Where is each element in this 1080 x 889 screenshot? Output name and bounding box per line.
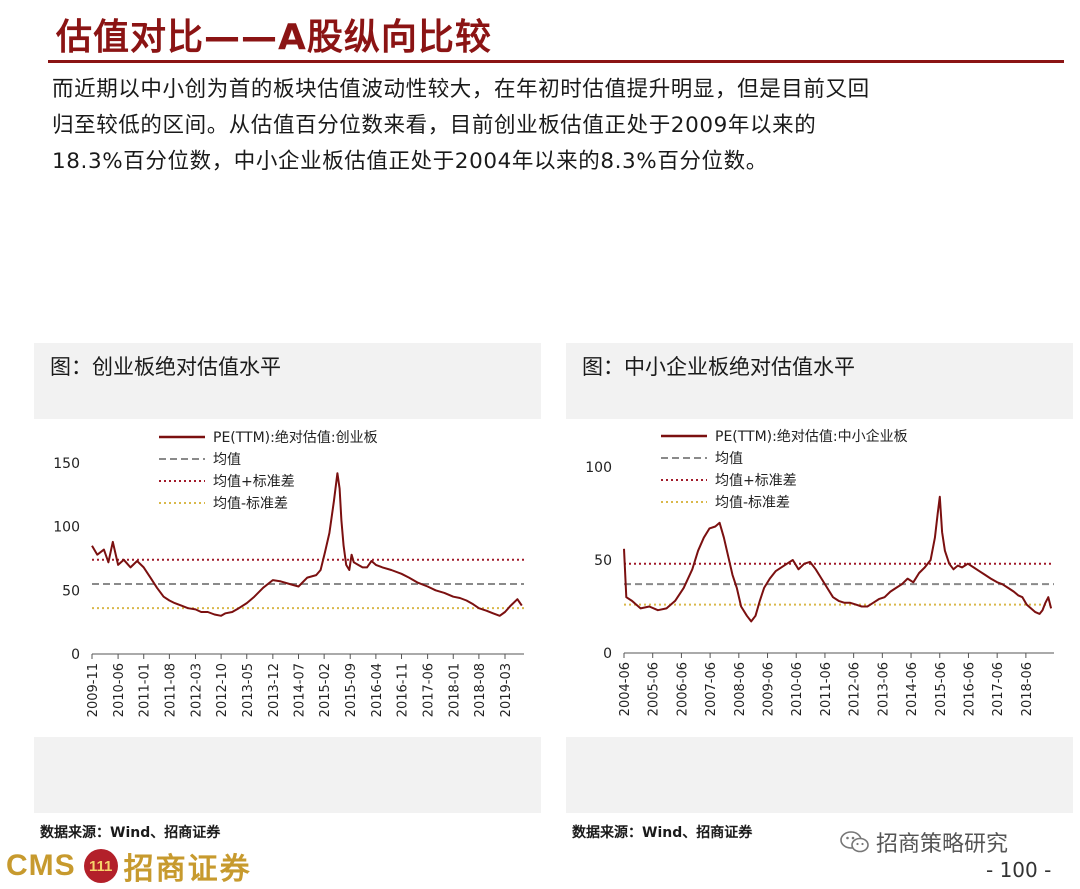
y-tick-label: 0 <box>71 647 80 663</box>
legend-label-3: 均值-标准差 <box>715 495 790 511</box>
left-chart-area: PE(TTM):绝对估值:创业板 均值均值+标准差 均值-标准差 0 50 100 150 2… <box>34 419 541 737</box>
x-tick-label: 2015-06 <box>934 662 949 716</box>
x-tick-label: 2015-02 <box>318 663 333 717</box>
legend-label-0: PE(TTM):绝对估值:创业板 <box>213 430 378 446</box>
x-tick-label: 2011-06 <box>819 662 834 716</box>
x-tick-label: 2017-06 <box>991 662 1006 716</box>
wechat-account: 招商策略研究 <box>840 826 1008 858</box>
x-tick-label: 2011-08 <box>163 663 178 717</box>
x-tick-label: 2018-01 <box>447 663 462 717</box>
x-tick-label: 2009-06 <box>762 662 777 716</box>
wechat-label: 招商策略研究 <box>876 832 1009 857</box>
left-chart-panel: 图：创业板绝对估值水平 PE(TTM):绝对估值:创业板 均值均值+标准差 均值-标… <box>34 343 541 813</box>
x-tick-label: 2013-06 <box>876 662 891 716</box>
right-chart-source: 数据来源：Wind、招商证券 <box>572 825 753 841</box>
x-tick-label: 2017-06 <box>422 663 437 717</box>
x-tick-label: 2012-10 <box>215 663 230 717</box>
series-line-0 <box>91 472 523 617</box>
right-chart-area: PE(TTM):绝对估值:中小企业板 均值均值+标准差 均值-标准差 0 50 100 20… <box>566 419 1073 737</box>
x-tick-label: 2007-06 <box>704 662 719 716</box>
x-tick-label: 2010-06 <box>790 662 805 716</box>
y-tick-label: 50 <box>594 553 612 569</box>
logo-cn-text: 招商证券 <box>123 852 252 887</box>
right-chart-title: 图：中小企业板绝对估值水平 <box>582 355 855 379</box>
x-tick-label: 2018-06 <box>1020 662 1035 716</box>
x-tick-label: 2013-05 <box>241 663 256 717</box>
legend-label-3: 均值-标准差 <box>213 496 288 512</box>
x-tick-label: 2010-06 <box>112 663 127 717</box>
left-chart-source: 数据来源：Wind、招商证券 <box>40 825 221 841</box>
x-tick-label: 2016-06 <box>962 662 977 716</box>
logo-cms-text: CMS <box>6 849 76 882</box>
x-tick-label: 2016-11 <box>396 663 411 717</box>
left-chart-title: 图：创业板绝对估值水平 <box>50 355 281 379</box>
body-line-1: 而近期以中小创为首的板块估值波动性较大，在年初时估值提升明显，但是目前又回 <box>52 77 870 102</box>
x-tick-label: 2015-09 <box>344 663 359 717</box>
x-tick-label: 2005-06 <box>647 662 662 716</box>
x-tick-label: 2012-03 <box>189 663 204 717</box>
body-line-3: 18.3%百分位数，中小企业板估值正处于2004年以来的8.3%百分位数。 <box>52 149 768 174</box>
x-tick-label: 2016-04 <box>370 663 385 717</box>
page-number: - 100 - <box>986 858 1052 882</box>
y-tick-label: 150 <box>53 456 80 472</box>
x-tick-label: 2013-12 <box>267 663 282 717</box>
right-chart-panel: 图：中小企业板绝对估值水平 PE(TTM):绝对估值:中小企业板 均值均值+标准差… <box>566 343 1073 813</box>
x-tick-label: 2018-08 <box>473 663 488 717</box>
legend-label-1: 均值 <box>715 451 743 467</box>
legend-label-0: PE(TTM):绝对估值:中小企业板 <box>715 428 908 445</box>
slide-title: 估值对比——A股纵向比较 <box>56 17 492 58</box>
x-tick-label: 2006-06 <box>675 662 690 716</box>
x-tick-label: 2008-06 <box>733 662 748 716</box>
title-divider <box>48 60 1064 63</box>
x-tick-label: 2014-06 <box>905 662 920 716</box>
wechat-icon <box>840 831 869 853</box>
body-paragraph: 而近期以中小创为首的板块估值波动性较大，在年初时估值提升明显，但是目前又回 归至… <box>52 72 1064 180</box>
x-tick-label: 2014-07 <box>292 663 307 717</box>
legend-label-1: 均值 <box>213 452 241 468</box>
logo-badge-icon: 111 <box>83 849 118 883</box>
series-line-0 <box>623 495 1053 623</box>
x-tick-label: 2009-11 <box>86 663 101 717</box>
body-line-2: 归至较低的区间。从估值百分位数来看，目前创业板估值正处于2009年以来的 <box>52 113 817 138</box>
x-tick-label: 2004-06 <box>618 662 633 716</box>
y-tick-label: 50 <box>62 583 80 599</box>
x-tick-label: 2011-01 <box>138 663 153 717</box>
y-tick-label: 100 <box>585 460 612 476</box>
y-tick-label: 0 <box>603 646 612 662</box>
y-tick-label: 100 <box>53 520 80 536</box>
legend-label-2: 均值+标准差 <box>213 474 295 490</box>
x-tick-label: 2019-03 <box>499 663 514 717</box>
legend-label-2: 均值+标准差 <box>715 473 797 489</box>
cms-logo: CMS 111 招商证券 <box>6 846 252 887</box>
x-tick-label: 2012-06 <box>848 662 863 716</box>
